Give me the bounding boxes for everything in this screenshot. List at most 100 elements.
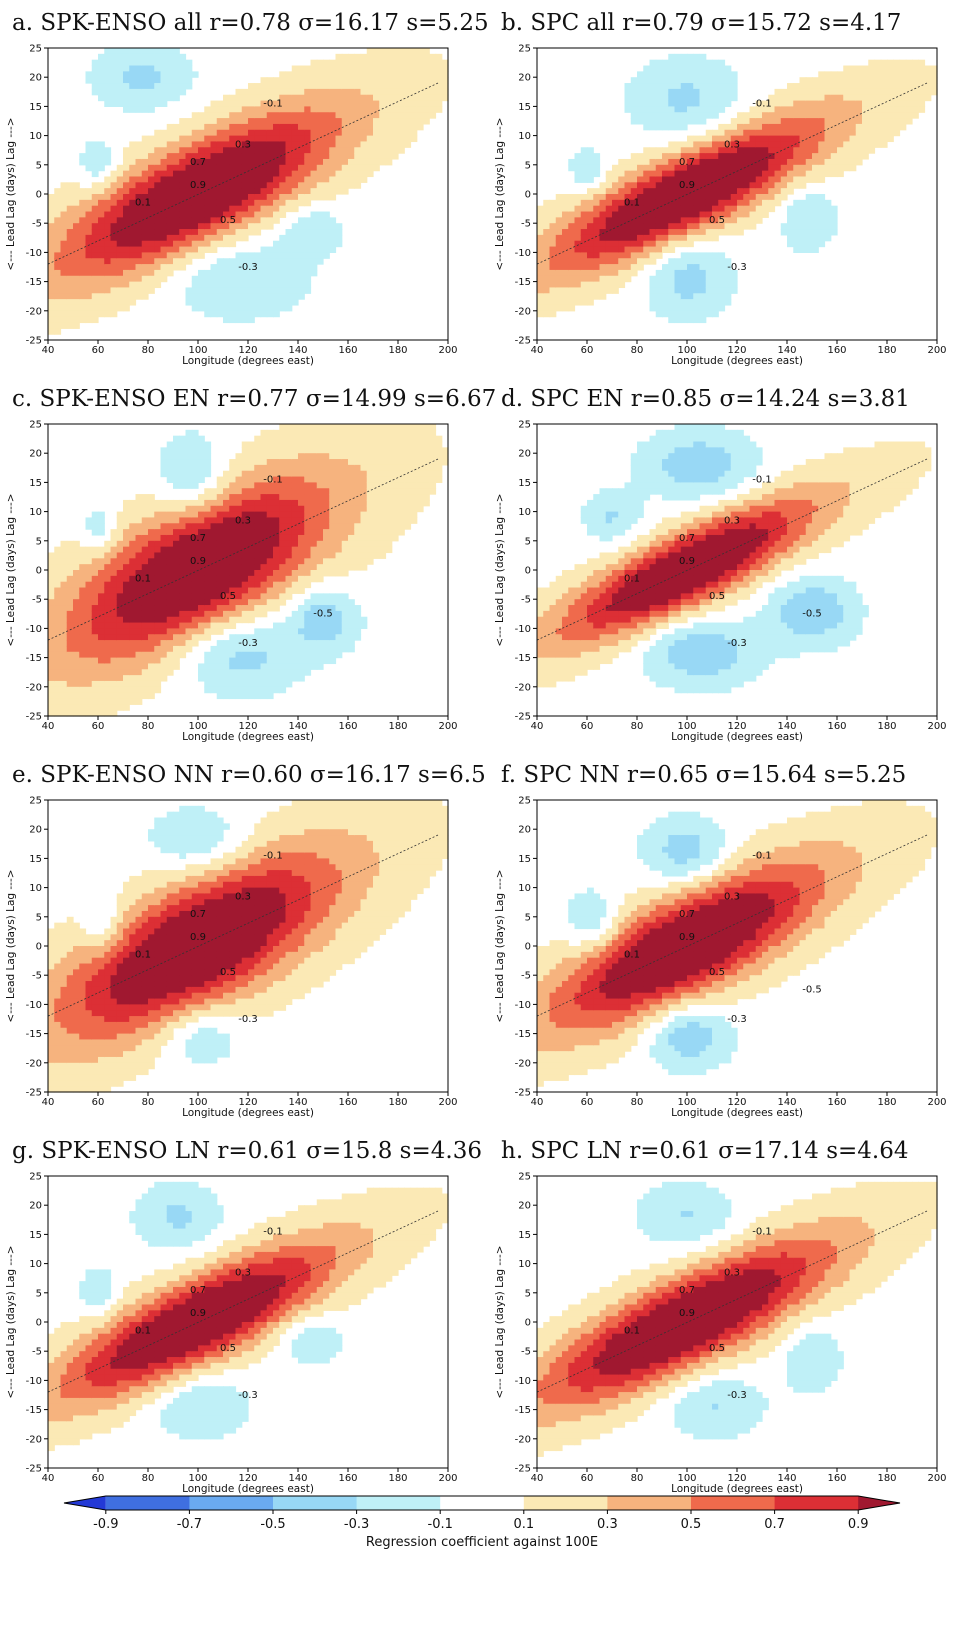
field-cell: [743, 118, 751, 125]
field-cell: [712, 147, 719, 154]
field-cell: [223, 310, 230, 318]
field-cell: [235, 211, 243, 218]
field-cell: [812, 211, 819, 218]
field-cell: [173, 123, 180, 131]
field-cell: [110, 194, 118, 201]
field-cell: [335, 59, 343, 67]
field-cell: [91, 164, 99, 172]
field-cell: [254, 628, 262, 635]
field-cell: [179, 610, 187, 618]
field-cell: [254, 680, 262, 688]
field-cell: [279, 482, 287, 489]
field-cell: [680, 304, 688, 312]
field-cell: [216, 546, 224, 554]
field-cell: [630, 199, 638, 207]
field-cell: [191, 234, 199, 242]
field-cell: [630, 176, 638, 183]
field-cell: [241, 234, 249, 242]
field-cell: [110, 704, 118, 711]
field-cell: [223, 564, 230, 571]
field-cell: [48, 299, 55, 306]
field-cell: [79, 552, 87, 559]
field-cell: [323, 252, 330, 259]
field-cell: [862, 100, 869, 107]
field-cell: [135, 48, 143, 55]
field-cell: [605, 217, 613, 224]
field-cell: [160, 464, 168, 472]
field-cell: [373, 77, 380, 84]
field-cell: [605, 252, 613, 259]
field-cell: [304, 287, 312, 294]
field-cell: [229, 640, 237, 647]
field-cell: [135, 77, 143, 84]
field-cell: [48, 640, 55, 647]
field-cell: [849, 106, 857, 113]
field-cell: [166, 581, 174, 589]
field-cell: [687, 258, 694, 265]
field-cell: [135, 698, 143, 705]
field-cell: [204, 123, 212, 131]
field-cell: [254, 523, 262, 530]
field-cell: [291, 470, 299, 478]
field-cell: [429, 100, 437, 107]
field-cell: [148, 663, 155, 670]
field-cell: [730, 211, 738, 218]
field-cell: [680, 275, 688, 283]
field-cell: [48, 593, 55, 600]
field-cell: [912, 77, 919, 84]
field-cell: [91, 692, 99, 700]
field-cell: [360, 170, 368, 178]
field-cell: [185, 293, 193, 300]
x-tick-label: 180: [877, 345, 896, 356]
field-cell: [624, 240, 632, 248]
field-cell: [687, 194, 694, 201]
field-cell: [210, 223, 218, 230]
field-cell: [248, 494, 255, 501]
field-cell: [668, 153, 676, 160]
field-cell: [166, 71, 174, 78]
field-cell: [173, 511, 180, 519]
field-cell: [887, 65, 894, 72]
field-cell: [110, 669, 118, 676]
field-cell: [266, 651, 274, 659]
field-cell: [110, 587, 118, 594]
field-cell: [110, 176, 118, 183]
field-cell: [160, 546, 168, 554]
field-cell: [918, 59, 926, 67]
field-cell: [793, 141, 801, 148]
field-cell: [191, 293, 199, 300]
field-cell: [329, 240, 337, 248]
field-cell: [141, 48, 149, 55]
field-cell: [899, 100, 907, 107]
field-cell: [173, 581, 180, 589]
field-cell: [360, 65, 368, 72]
field-cell: [104, 675, 112, 682]
field-cell: [229, 470, 237, 478]
field-cell: [291, 71, 299, 78]
field-cell: [116, 686, 124, 694]
field-cell: [323, 217, 330, 224]
contour-label: 0.5: [709, 215, 725, 226]
field-cell: [60, 188, 68, 195]
field-cell: [48, 616, 55, 624]
field-cell: [624, 264, 632, 271]
field-cell: [73, 558, 80, 565]
field-cell: [555, 194, 563, 201]
field-cell: [179, 223, 187, 230]
field-cell: [216, 135, 224, 143]
field-cell: [693, 65, 701, 72]
field-cell: [298, 234, 305, 242]
field-cell: [85, 558, 93, 565]
field-cell: [680, 182, 688, 189]
field-cell: [316, 88, 324, 96]
field-cell: [173, 217, 180, 224]
field-cell: [185, 581, 193, 589]
field-cell: [141, 53, 149, 61]
field-cell: [191, 459, 199, 466]
field-cell: [60, 194, 68, 201]
field-cell: [868, 141, 876, 148]
field-cell: [323, 77, 330, 84]
field-cell: [223, 264, 230, 271]
field-cell: [323, 147, 330, 154]
field-cell: [618, 205, 626, 213]
